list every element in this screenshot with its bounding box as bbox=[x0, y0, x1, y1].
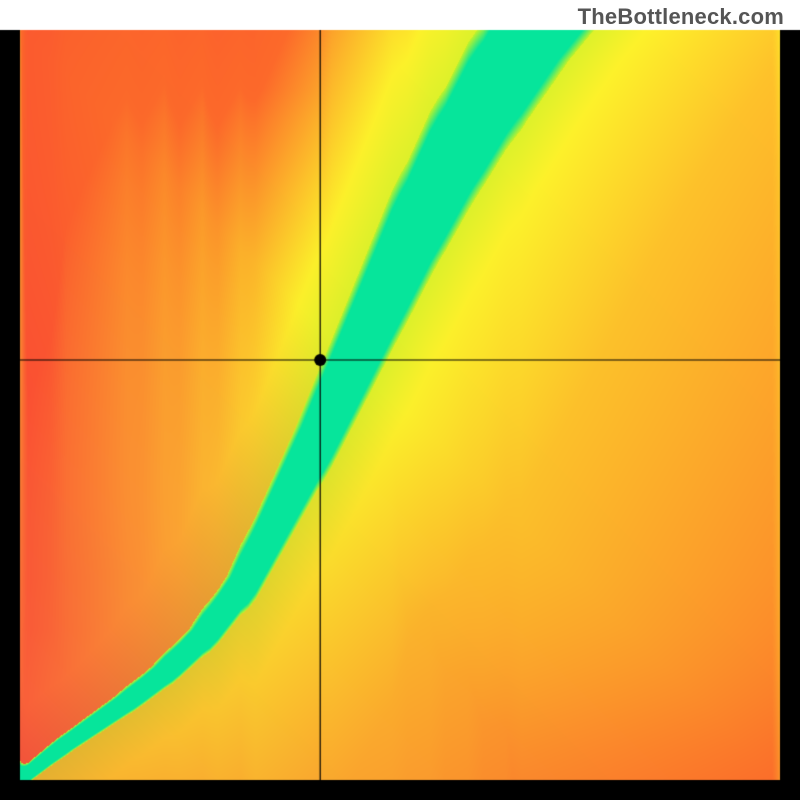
watermark-text: TheBottleneck.com bbox=[578, 4, 784, 30]
heatmap-canvas bbox=[0, 0, 800, 800]
